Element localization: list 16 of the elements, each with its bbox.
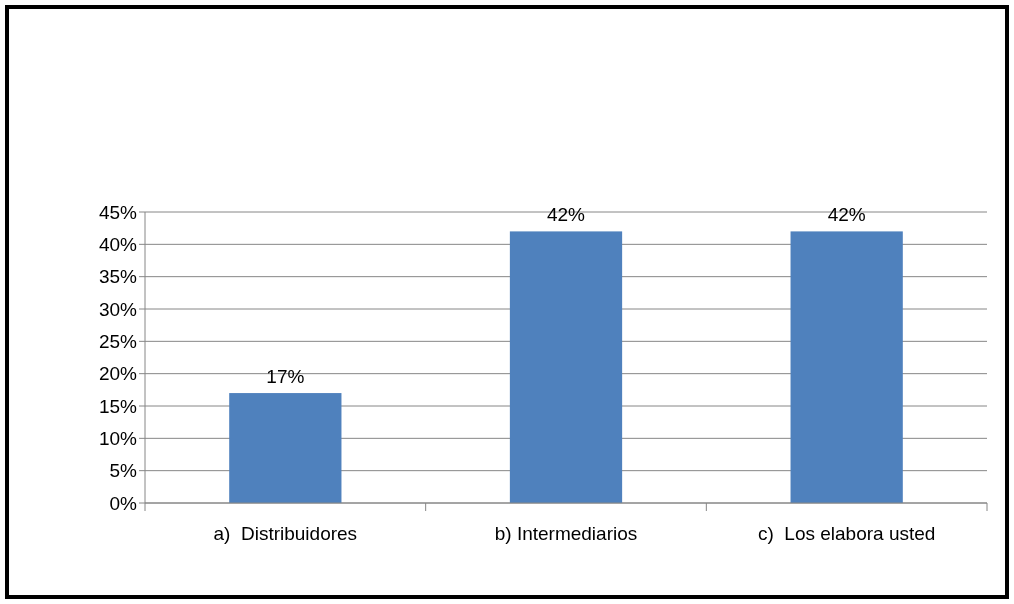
y-tick-label: 10% <box>98 427 138 449</box>
y-tick-label: 20% <box>98 363 138 385</box>
y-tick-label: 5% <box>109 460 138 482</box>
y-tick-label: 15% <box>98 395 138 417</box>
data-label: 17% <box>266 366 305 388</box>
data-label: 42% <box>546 204 586 226</box>
y-tick-label: 35% <box>98 266 138 288</box>
y-tick-label: 25% <box>98 330 138 352</box>
y-tick-label: 40% <box>98 233 138 255</box>
y-tick-label: 45% <box>98 201 138 223</box>
x-tick-label: a) Distribuidores <box>213 523 358 544</box>
x-tick-label: b) Intermediarios <box>494 523 638 544</box>
y-tick-label: 30% <box>98 298 138 320</box>
y-tick-label: 0% <box>109 492 138 514</box>
x-tick-label: c) Los elabora usted <box>757 523 936 544</box>
data-label: 42% <box>827 204 866 226</box>
